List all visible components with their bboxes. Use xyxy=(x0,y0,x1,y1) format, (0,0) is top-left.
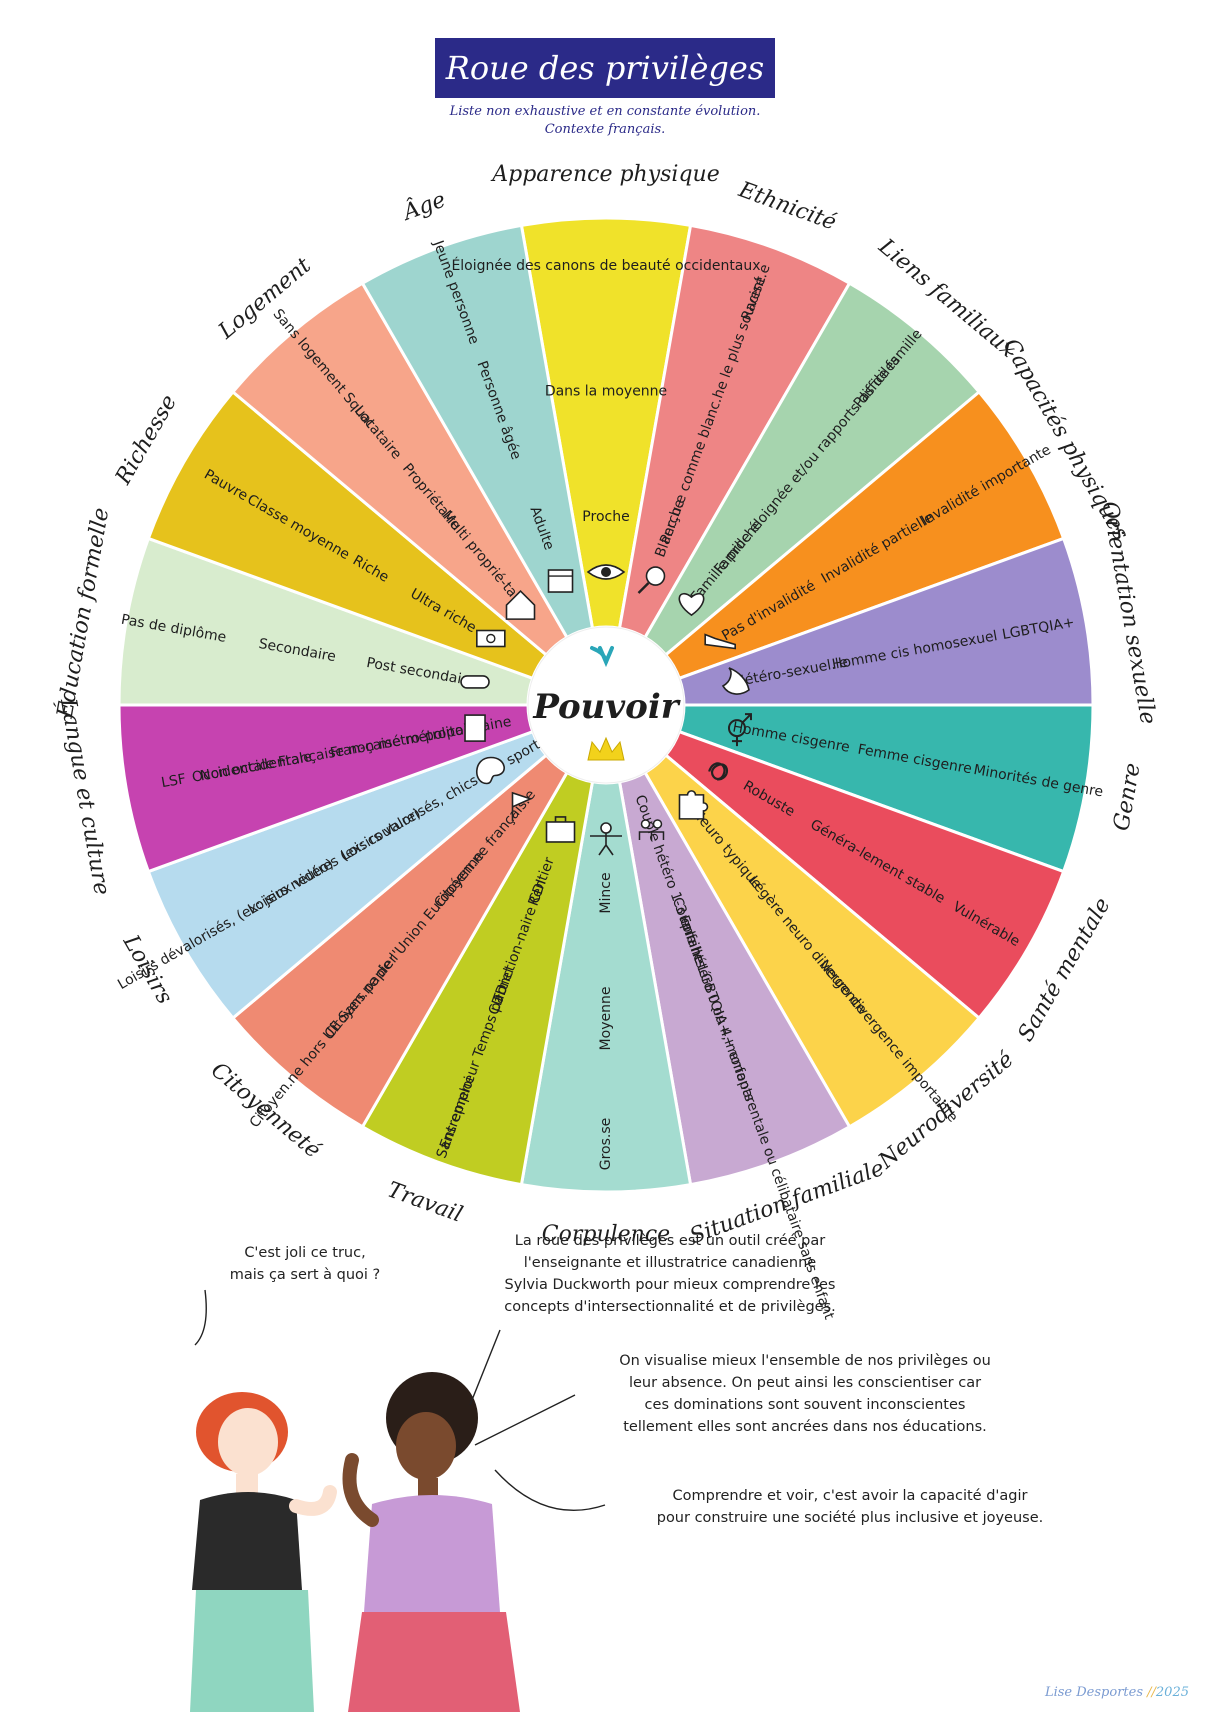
palette-icon xyxy=(476,756,505,785)
author-credit: Lise Desportes //2025 xyxy=(1045,1685,1189,1700)
wheel-item-label: LSF xyxy=(160,771,187,791)
eye-icon xyxy=(586,564,626,580)
gender-icon xyxy=(727,713,752,747)
puzzle-icon xyxy=(678,790,709,820)
book-icon xyxy=(464,714,486,742)
category-label: Langue et culture xyxy=(55,696,114,897)
magnifier-icon xyxy=(637,566,666,594)
wheel-segments xyxy=(117,216,1095,1194)
flame-icon xyxy=(721,667,750,695)
family-icon xyxy=(638,819,665,840)
answer2-line: leur absence. On peut ainsi les conscien… xyxy=(628,1375,982,1391)
center-label: Pouvoir xyxy=(532,687,680,727)
answer1-line: La roue des privilèges est un outil créé… xyxy=(514,1233,826,1249)
answer2-line: tellement elles sont ancrées dans nos éd… xyxy=(623,1419,987,1435)
subtitle-line-2: Contexte français. xyxy=(544,122,666,137)
body-icon xyxy=(590,822,622,856)
center-circle xyxy=(527,626,685,784)
answer2-line: ces dominations sont souvent inconscient… xyxy=(644,1397,966,1413)
title-text: Roue des privilèges xyxy=(445,49,765,87)
category-label: Travail xyxy=(384,1177,466,1227)
wheel-item-label: Mince xyxy=(598,872,614,913)
arrow-down-icon xyxy=(590,646,614,668)
wheel-item-label: Moyenne xyxy=(598,987,614,1051)
category-label: Éducation formelle xyxy=(51,506,115,721)
wheel-icons xyxy=(460,564,752,856)
answer1-line: l'enseignante et illustratrice canadienn… xyxy=(523,1255,817,1271)
diploma-icon xyxy=(460,675,490,689)
category-label: Corpulence xyxy=(542,1222,670,1247)
category-label: Richesse xyxy=(111,391,183,490)
category-label: Loisirs xyxy=(117,930,177,1008)
question-line: mais ça sert à quoi ? xyxy=(229,1267,381,1283)
scribble-icon xyxy=(708,762,729,781)
wheel-item-label: Proche xyxy=(582,509,629,525)
category-label: Genre xyxy=(1109,761,1145,833)
money-icon xyxy=(476,629,506,648)
credit-year: 2025 xyxy=(1155,1685,1189,1700)
answer3-line: pour construire une société plus inclusi… xyxy=(656,1510,1044,1526)
speech-answer-1: La roue des privilèges est un outil créé… xyxy=(470,1230,870,1318)
question-line: C'est joli ce truc, xyxy=(244,1245,366,1261)
wheel-center: Pouvoir xyxy=(527,626,685,784)
answer2-line: On visualise mieux l'ensemble de nos pri… xyxy=(619,1353,991,1369)
heart-icon xyxy=(678,592,705,617)
wheel-item-label: Gros.se xyxy=(598,1118,614,1171)
speech-answer-2: On visualise mieux l'ensemble de nos pri… xyxy=(575,1350,1035,1438)
answer3-line: Comprendre et voir, c'est avoir la capac… xyxy=(672,1488,1028,1504)
answer1-line: concepts d'intersectionnalité et de priv… xyxy=(504,1299,836,1315)
speech-question: C'est joli ce truc, mais ça sert à quoi … xyxy=(185,1242,425,1286)
answer1-line: Sylvia Duckworth pour mieux comprendre l… xyxy=(504,1277,836,1293)
wheel-item-label: Dans la moyenne xyxy=(545,384,667,400)
crown-icon xyxy=(587,736,625,761)
subtitle-line-1: Liste non exhaustive et en constante évo… xyxy=(449,104,761,119)
house-icon xyxy=(505,589,536,620)
wheel-item-label: Éloignée des canons de beauté occidentau… xyxy=(451,257,760,274)
credit-author: Lise Desportes xyxy=(1044,1685,1143,1700)
page-title: Roue des privilèges xyxy=(435,38,775,98)
flag-icon xyxy=(511,791,533,821)
sneaker-icon xyxy=(704,633,736,650)
category-label: Ethnicité xyxy=(735,177,840,236)
briefcase-icon xyxy=(545,816,576,843)
calendar-icon xyxy=(547,569,574,593)
category-label: Apparence physique xyxy=(490,162,720,187)
category-label: Âge xyxy=(398,186,450,227)
credit-separator: // xyxy=(1147,1685,1156,1700)
speech-answer-3: Comprendre et voir, c'est avoir la capac… xyxy=(610,1485,1090,1529)
